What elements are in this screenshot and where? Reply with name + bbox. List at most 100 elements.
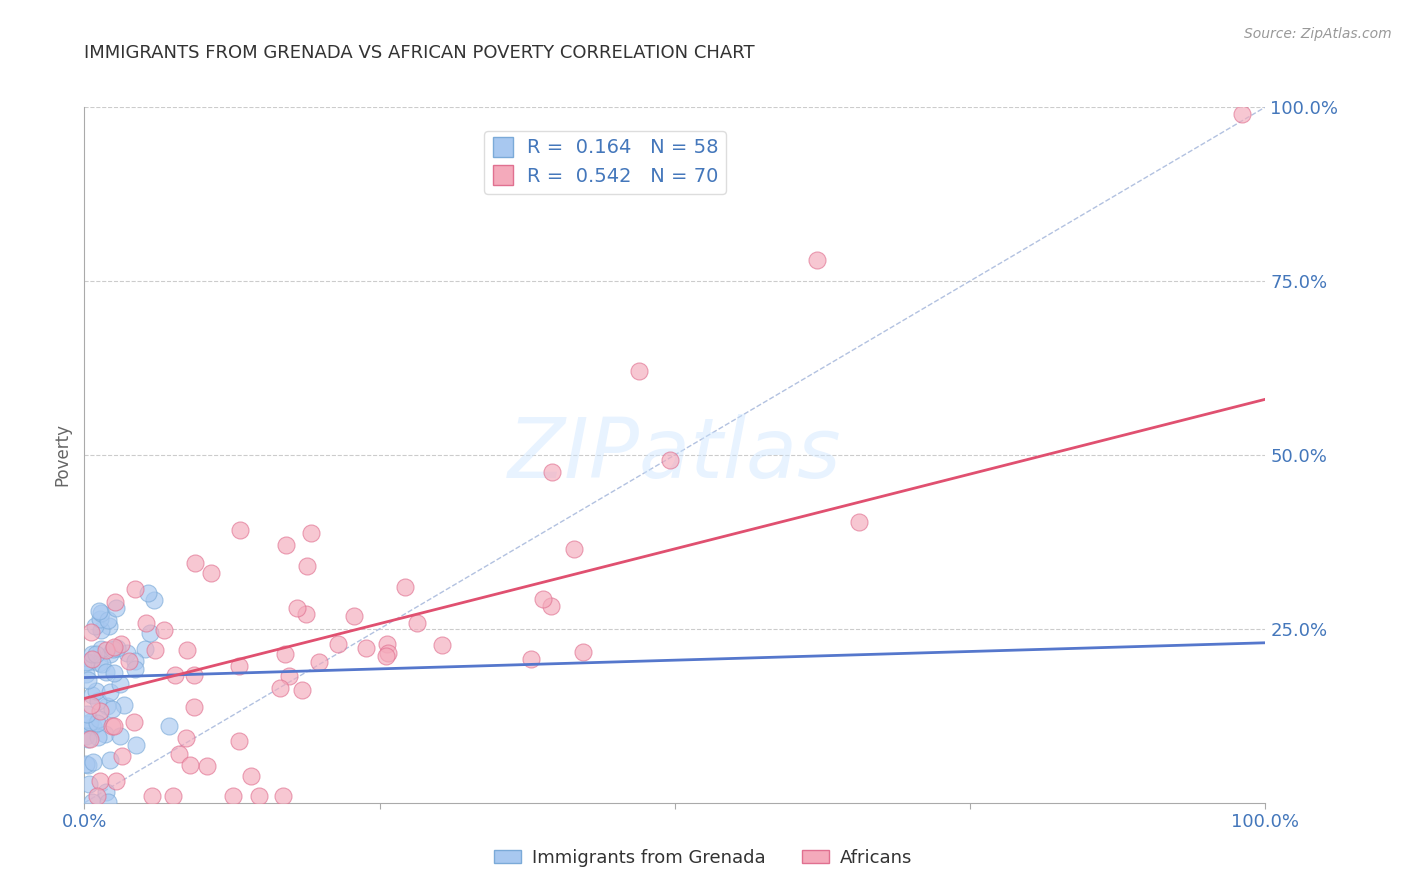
Point [184,557,207,571]
Point [75,729,97,743]
Point [80,698,103,712]
Point [269,681,291,696]
Point [374,649,396,664]
Point [294,607,316,622]
Y-axis label: Poverty: Poverty [53,424,72,486]
Point [86,789,108,803]
Point [572,645,595,659]
Point [406,616,429,631]
Point [308,655,330,669]
Point [157,719,180,733]
Point [141,789,163,803]
Point [108,729,131,743]
Point [104,594,127,608]
Point [80,689,103,703]
Point [94,785,117,799]
Legend: Immigrants from Grenada, Africans: Immigrants from Grenada, Africans [486,842,920,874]
Point [110,637,132,651]
Point [118,654,141,668]
Point [200,566,222,580]
Point [162,789,184,803]
Point [167,747,190,762]
Point [143,593,166,607]
Point [93,726,115,740]
Point [531,591,554,606]
Point [75,666,97,681]
Point [77,655,100,669]
Point [90,623,112,637]
Point [89,656,111,670]
Point [228,523,250,537]
Point [100,719,122,733]
Point [354,641,377,656]
Point [271,789,294,803]
Point [89,704,111,718]
Point [222,789,245,803]
Point [295,558,318,573]
Point [112,698,135,712]
Point [89,612,111,626]
Point [249,789,271,803]
Point [135,615,157,630]
Point [228,659,250,673]
Point [299,526,322,541]
Point [108,676,131,690]
Point [105,774,128,789]
Point [87,694,110,708]
Point [82,795,104,809]
Point [153,623,176,637]
Point [89,774,111,789]
Point [122,714,145,729]
Point [103,640,125,654]
Point [79,717,101,731]
Point [77,777,100,791]
Point [76,707,98,722]
Point [848,515,870,529]
Point [87,730,110,744]
Point [124,662,146,676]
Point [87,604,110,618]
Point [105,601,128,615]
Point [326,636,349,650]
Text: IMMIGRANTS FROM GRENADA VS AFRICAN POVERTY CORRELATION CHART: IMMIGRANTS FROM GRENADA VS AFRICAN POVER… [84,45,755,62]
Point [183,668,205,682]
Point [806,253,828,268]
Point [430,638,453,652]
Point [84,647,107,661]
Point [75,655,97,669]
Point [138,626,160,640]
Point [124,582,146,596]
Point [143,643,166,657]
Point [228,734,250,748]
Point [101,641,124,656]
Point [343,609,366,624]
Point [75,757,97,772]
Point [134,642,156,657]
Text: ZIPatlas: ZIPatlas [508,415,842,495]
Point [278,669,301,683]
Text: Source: ZipAtlas.com: Source: ZipAtlas.com [1244,27,1392,41]
Point [79,715,101,730]
Point [87,712,110,726]
Point [77,732,100,747]
Point [183,700,205,714]
Point [84,683,107,698]
Point [274,647,297,661]
Point [90,657,112,672]
Point [107,640,129,655]
Point [285,601,308,615]
Point [179,757,201,772]
Point [94,665,117,680]
Point [239,769,262,783]
Point [658,453,681,467]
Point [176,643,198,657]
Point [394,580,416,594]
Point [84,619,107,633]
Point [274,538,297,552]
Point [103,718,125,732]
Point [86,716,108,731]
Point [111,748,134,763]
Point [96,699,118,714]
Point [540,466,562,480]
Point [174,731,197,745]
